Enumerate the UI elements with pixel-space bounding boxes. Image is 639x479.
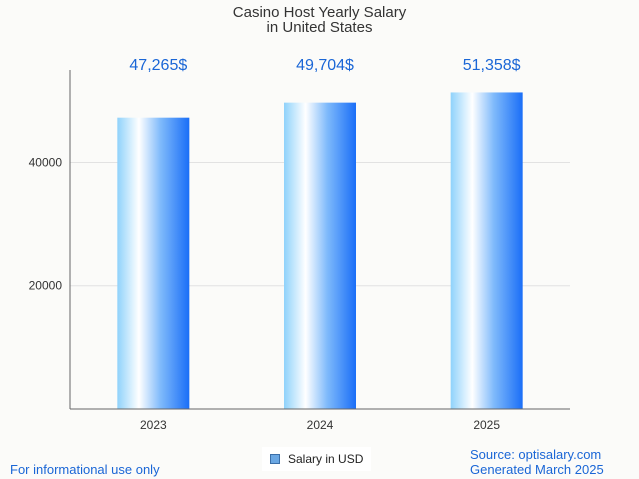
source-text: Source: optisalary.com (470, 447, 602, 462)
chart-title-line-2: in United States (266, 19, 373, 36)
y-tick-label: 40000 (29, 155, 63, 169)
y-tick-label: 20000 (29, 279, 63, 293)
x-tick-label: 2024 (307, 418, 334, 432)
chart-title-line-1: Casino Host Yearly Salary (232, 4, 407, 21)
x-tick-label: 2025 (473, 418, 500, 432)
legend: Salary in USD (262, 447, 372, 471)
bar-value-label: 49,704$ (296, 57, 354, 74)
bar (284, 102, 356, 410)
generated-text: Generated March 2025 (470, 462, 604, 477)
bar (450, 92, 523, 409)
bar (117, 117, 190, 410)
bar-value-label: 47,265$ (129, 57, 187, 74)
x-tick-label: 2023 (140, 418, 167, 432)
legend-label: Salary in USD (288, 452, 364, 466)
legend-swatch-icon (270, 454, 280, 464)
disclaimer-text: For informational use only (10, 462, 160, 477)
bar-value-label: 51,358$ (463, 57, 521, 74)
